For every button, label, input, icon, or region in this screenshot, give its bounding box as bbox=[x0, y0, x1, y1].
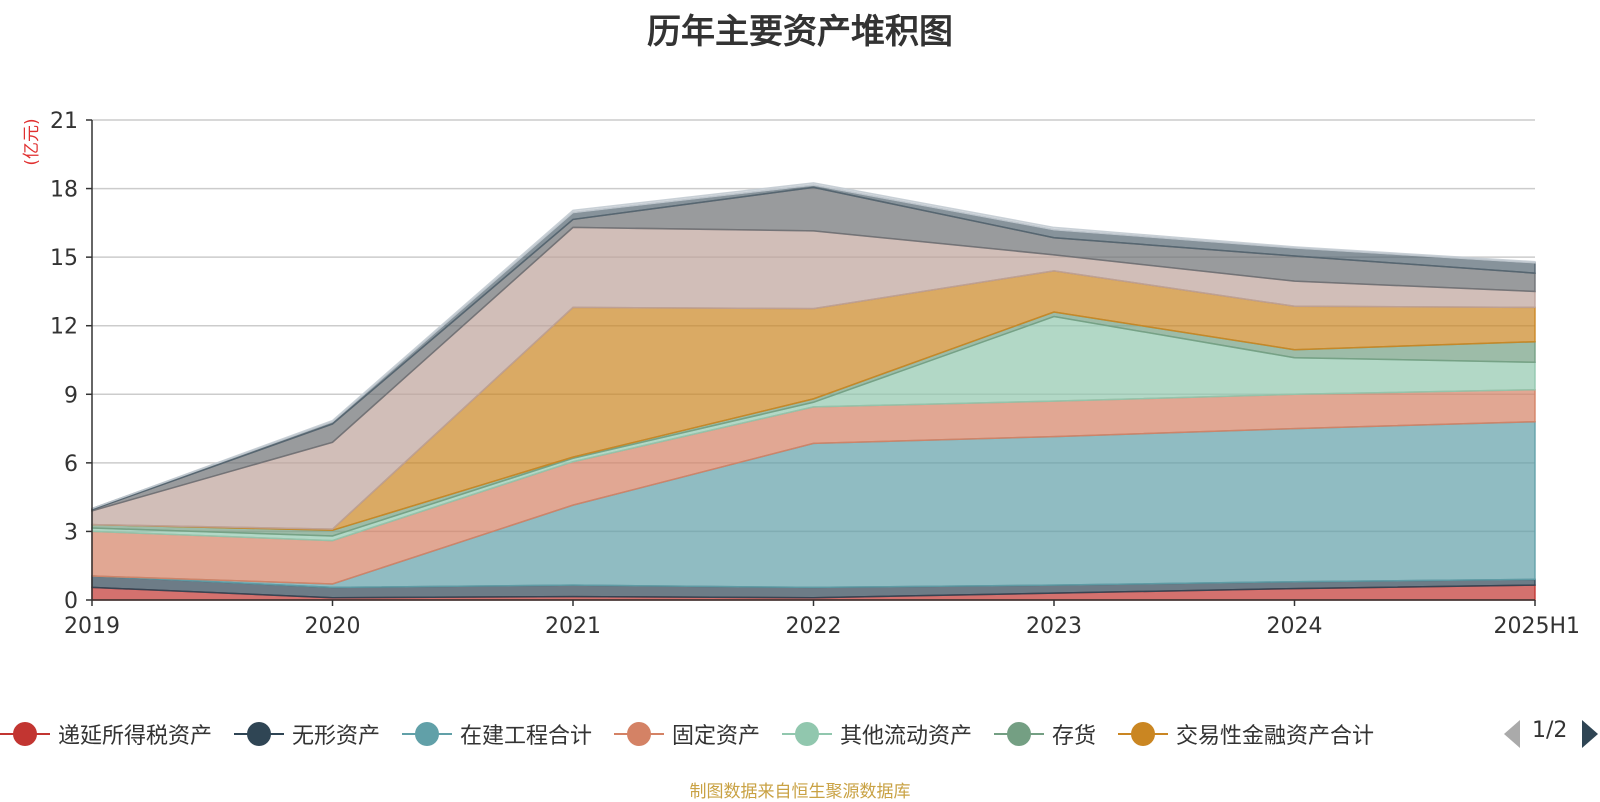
y-tick-label: 18 bbox=[50, 178, 78, 203]
legend-dot-icon bbox=[415, 722, 439, 746]
legend-dot-icon bbox=[13, 722, 37, 746]
legend-label: 固定资产 bbox=[672, 724, 761, 749]
legend-dot-icon bbox=[1131, 722, 1155, 746]
chart-title: 历年主要资产堆积图 bbox=[647, 12, 953, 52]
x-tick-label: 2021 bbox=[545, 614, 601, 639]
legend-dot-icon bbox=[1007, 722, 1031, 746]
legend-page-indicator: 1/2 bbox=[1532, 718, 1568, 743]
legend-label: 其他流动资产 bbox=[840, 724, 973, 749]
x-tick-label: 2020 bbox=[305, 614, 361, 639]
legend-label: 无形资产 bbox=[292, 724, 381, 749]
y-tick-label: 0 bbox=[64, 589, 78, 614]
legend-dot-icon bbox=[627, 722, 651, 746]
legend: 递延所得税资产 无形资产 在建工程合计 固定资产 其他流动资产 存货 交易性金融资产合计 bbox=[0, 712, 1600, 756]
y-tick-label: 15 bbox=[50, 246, 78, 271]
y-tick-label: 9 bbox=[64, 383, 78, 408]
y-axis-unit-label: (亿元) bbox=[22, 118, 42, 165]
legend-dot-icon bbox=[795, 722, 819, 746]
legend-label: 存货 bbox=[1052, 724, 1097, 749]
y-tick-label: 6 bbox=[64, 452, 78, 477]
legend-label: 递延所得税资产 bbox=[58, 724, 213, 749]
legend-prev-page-icon[interactable] bbox=[1504, 720, 1520, 748]
x-tick-label: 2022 bbox=[786, 614, 842, 639]
x-tick-label: 2024 bbox=[1267, 614, 1323, 639]
legend-next-page-icon[interactable] bbox=[1582, 720, 1598, 748]
y-tick-label: 12 bbox=[50, 315, 78, 340]
stacked-areas bbox=[91, 182, 1536, 601]
legend-dot-icon bbox=[247, 722, 271, 746]
x-tick-label: 2023 bbox=[1026, 614, 1082, 639]
area-series-10[interactable] bbox=[91, 182, 1536, 510]
legend-pager: 1/2 bbox=[1500, 712, 1600, 756]
legend-label: 在建工程合计 bbox=[460, 724, 593, 749]
x-tick-label: 2019 bbox=[64, 614, 120, 639]
source-note: 制图数据来自恒生聚源数据库 bbox=[689, 782, 911, 802]
axes: 0 3 6 9 12 15 18 21 2019 2020 2021 2022 2023 2024 2025… bbox=[50, 109, 1580, 639]
y-tick-label: 3 bbox=[64, 520, 78, 545]
x-tick-label: 2025H1 bbox=[1493, 614, 1580, 639]
y-tick-label: 21 bbox=[50, 109, 78, 134]
legend-label: 交易性金融资产合计 bbox=[1176, 724, 1375, 749]
